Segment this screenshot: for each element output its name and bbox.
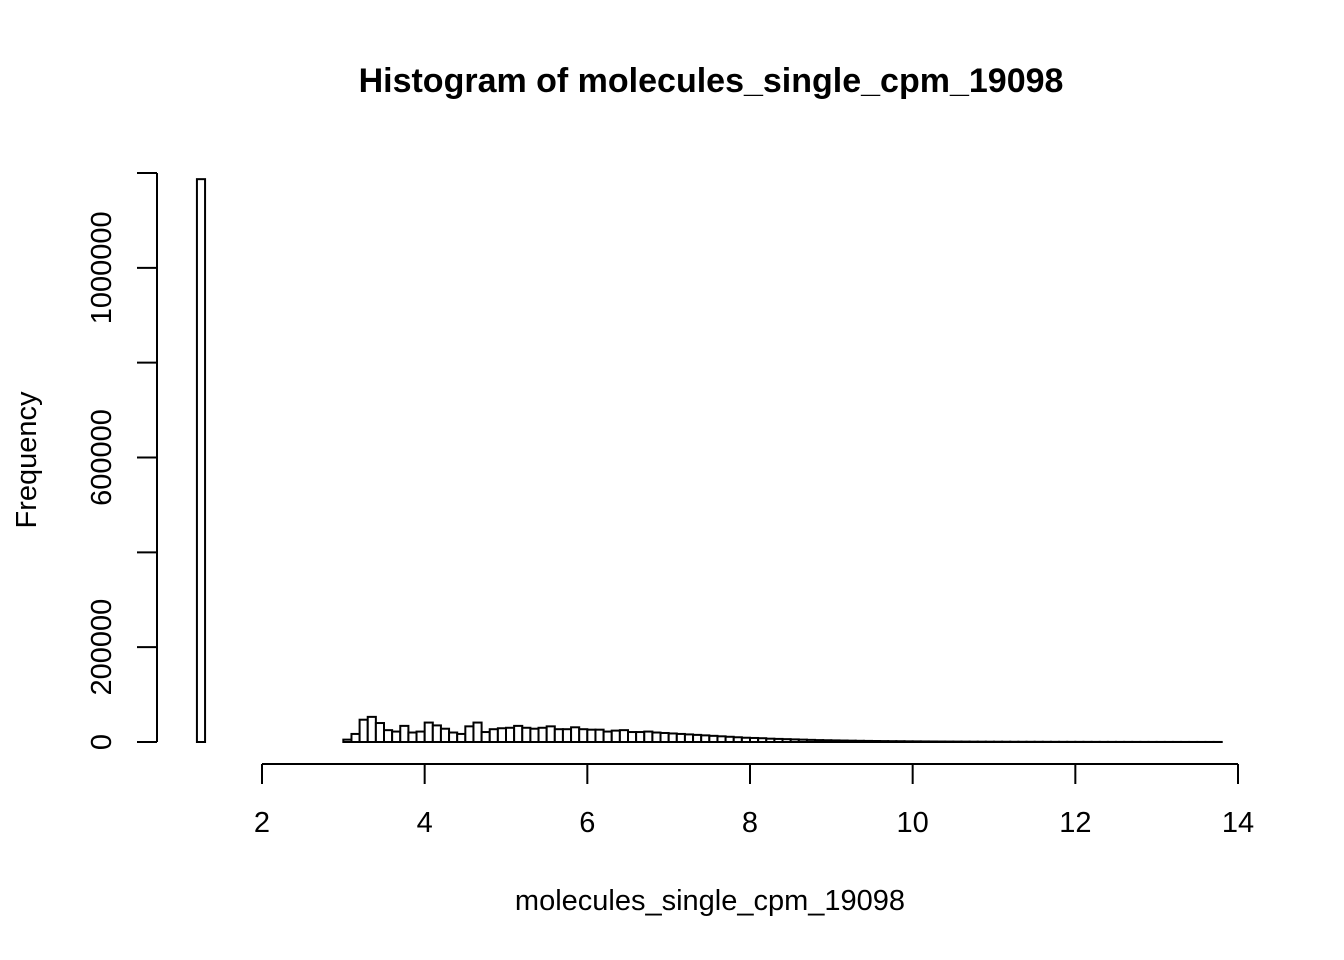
histogram-bar (773, 737, 784, 743)
histogram-bar (903, 740, 914, 744)
histogram-bar (675, 732, 686, 744)
histogram-bar (683, 733, 695, 743)
histogram-bar (195, 178, 207, 744)
y-tick-label: 0 (86, 734, 118, 750)
histogram-bar (448, 731, 459, 744)
histogram-bar (635, 731, 646, 743)
histogram-bar (545, 725, 556, 743)
histogram-bar (708, 734, 719, 744)
histogram-bar (521, 726, 532, 744)
histogram-bar (480, 731, 491, 743)
histogram-bar (358, 718, 369, 744)
histogram-bar (407, 731, 418, 744)
histogram-bar (529, 727, 540, 743)
y-tick-label: 200000 (86, 599, 118, 696)
histogram-bar (350, 732, 361, 744)
histogram-bar (627, 731, 638, 743)
histogram-bar (602, 730, 613, 744)
histogram-bar (854, 739, 865, 743)
histogram-bar (594, 728, 605, 743)
histogram-bar (749, 736, 760, 743)
x-tick-label: 4 (417, 807, 433, 839)
histogram-bar (553, 728, 564, 744)
histogram-bar (765, 737, 776, 743)
histogram-bar (488, 728, 499, 744)
histogram-bar (716, 735, 727, 743)
histogram-bar (415, 730, 426, 744)
histogram-bar (700, 734, 711, 743)
histogram-bar (887, 740, 898, 744)
histogram-bar (927, 740, 939, 743)
histogram-bar (423, 721, 434, 743)
histogram-bar (838, 739, 849, 744)
histogram-bar (692, 733, 703, 744)
histogram-bar (513, 724, 524, 744)
histogram-bar (439, 727, 451, 743)
histogram-bar (911, 740, 922, 744)
histogram-bar (757, 737, 768, 744)
x-axis-label: molecules_single_cpm_19098 (515, 885, 905, 917)
histogram-bar (659, 731, 670, 743)
histogram-bar (537, 726, 548, 744)
histogram-bar (399, 724, 410, 744)
histogram-bar (374, 722, 385, 744)
histogram-bar (919, 740, 930, 743)
x-tick-label: 12 (1059, 807, 1091, 839)
chart-title: Histogram of molecules_single_cpm_19098 (359, 62, 1064, 100)
y-axis: 0 200000 600000 1000000 (86, 172, 158, 750)
histogram-bar (618, 729, 629, 744)
histogram-bar (383, 729, 394, 744)
histogram-bar (643, 730, 654, 744)
histogram-bar (797, 738, 808, 744)
histogram-bar (464, 725, 475, 743)
histogram-bar (496, 727, 507, 743)
x-tick-label: 2 (254, 807, 270, 839)
x-tick-label: 14 (1222, 807, 1254, 839)
histogram-bar (667, 732, 678, 743)
histogram-bars (195, 178, 1223, 744)
histogram-bar (570, 726, 581, 743)
y-tick-label: 1000000 (86, 211, 118, 324)
histogram-bar (561, 728, 573, 744)
histogram-bar (879, 740, 890, 743)
histogram-bar (822, 739, 833, 743)
histogram-bar (781, 738, 792, 744)
histogram-bar (814, 739, 825, 743)
histogram-bar (830, 739, 841, 744)
histogram-bar (862, 739, 873, 743)
histogram-bar (846, 739, 857, 743)
histogram-bar (472, 721, 483, 743)
histogram-bar (431, 724, 442, 744)
histogram-bar (505, 726, 516, 744)
histogram-bar (724, 735, 735, 744)
histogram-bar (871, 740, 882, 743)
histogram-bar (610, 729, 621, 743)
y-tick-label: 600000 (86, 409, 118, 506)
histogram-bar (391, 730, 402, 744)
histogram-bar (586, 728, 597, 743)
histogram-bar (732, 736, 743, 744)
histogram-bar (342, 738, 353, 744)
histogram-bar (895, 740, 906, 743)
histogram-bar (740, 736, 751, 743)
histogram-bar (789, 738, 800, 744)
histogram-bar (456, 732, 467, 744)
histogram-bar (366, 715, 377, 743)
histogram-bar (805, 738, 817, 743)
x-axis: 2 4 6 8 10 12 14 (254, 763, 1254, 839)
x-tick-label: 10 (897, 807, 929, 839)
histogram-bar (651, 731, 662, 744)
x-tick-label: 6 (579, 807, 595, 839)
y-axis-label: Frequency (11, 391, 43, 529)
histogram-bar (578, 728, 589, 744)
x-tick-label: 8 (742, 807, 758, 839)
